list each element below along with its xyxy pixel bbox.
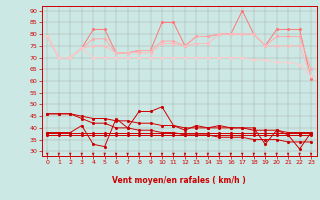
X-axis label: Vent moyen/en rafales ( km/h ): Vent moyen/en rafales ( km/h ) [112,176,246,185]
